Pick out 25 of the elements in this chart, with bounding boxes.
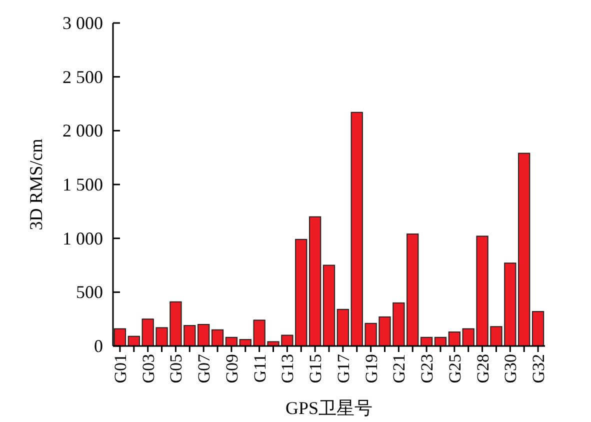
x-tick-label: G13: [278, 354, 298, 384]
y-tick-label: 0: [94, 336, 103, 356]
x-tick-label: G11: [250, 354, 270, 383]
x-tick-label: G25: [445, 354, 464, 384]
x-tick-label: G28: [473, 354, 492, 384]
x-tick-label: G32: [529, 354, 548, 384]
x-tick-label: G19: [362, 354, 381, 384]
x-tick-label: G23: [418, 354, 437, 384]
x-tick-label: G09: [222, 354, 242, 384]
y-tick-label: 3 000: [62, 13, 103, 33]
y-tick-label: 1 000: [62, 228, 103, 248]
x-tick-label: G05: [166, 354, 186, 384]
y-tick-label: 1 500: [62, 174, 103, 194]
x-axis-title: GPS卫星号: [285, 398, 373, 418]
x-tick-label: G30: [501, 354, 520, 384]
y-axis-title: 3D RMS/cm: [26, 138, 46, 230]
x-tick-label: G21: [390, 354, 409, 384]
y-tick-label: 2 500: [62, 66, 103, 87]
y-tick-label: 500: [76, 282, 103, 302]
x-tick-label: G07: [194, 354, 214, 384]
x-tick-label: G01: [110, 354, 130, 384]
x-tick-label: G17: [334, 354, 353, 384]
x-tick-label: G03: [138, 354, 158, 384]
y-tick-label: 2 000: [62, 120, 103, 141]
x-tick-label: G15: [306, 354, 326, 384]
